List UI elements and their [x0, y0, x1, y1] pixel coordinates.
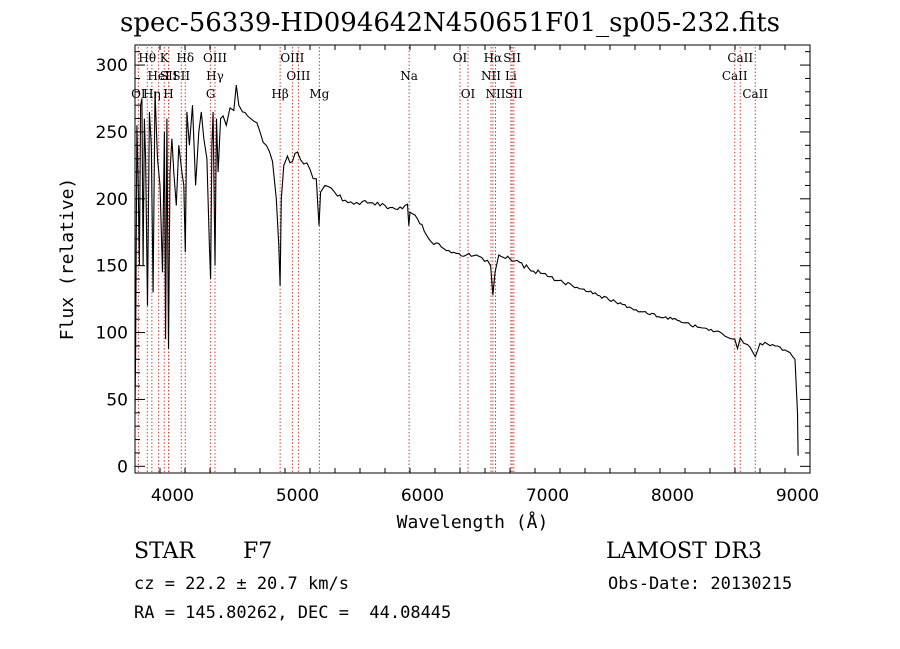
line-label: CaII [742, 87, 768, 101]
survey-label: LAMOST DR3 [606, 539, 762, 564]
coordinates: RA = 145.80262, DEC = 44.08445 [134, 603, 452, 623]
line-label: Hβ [271, 87, 288, 101]
x-tick-label: 5000 [276, 486, 319, 506]
line-label: CaII [722, 69, 748, 83]
cz-value: cz = 22.2 ± 20.7 km/s [134, 574, 349, 594]
y-tick-label: 200 [96, 190, 128, 210]
chart-title: spec-56339-HD094642N450651F01_sp05-232.f… [120, 8, 780, 38]
spectrum-line [134, 85, 799, 456]
line-label: SII [503, 51, 521, 65]
y-axis-label: Flux (relative) [57, 178, 78, 341]
y-tick-label: 50 [106, 390, 128, 410]
y-tick-label: 100 [96, 324, 128, 344]
x-tick-label: 6000 [401, 486, 444, 506]
line-label: OIII [286, 69, 310, 83]
line-label: Na [400, 69, 418, 83]
line-label: HeI [147, 69, 170, 83]
line-label: Mg [309, 87, 329, 101]
line-label: NII [481, 69, 501, 83]
line-label: Hθ [138, 51, 156, 65]
plot-frame [134, 44, 811, 474]
line-label: H [163, 87, 173, 101]
line-label: CaII [727, 51, 753, 65]
x-axis-label: Wavelength (Å) [397, 511, 549, 533]
obs-date: Obs-Date: 20130215 [608, 574, 793, 594]
x-tick-label: 9000 [776, 486, 819, 506]
line-label: OI [461, 87, 476, 101]
line-label: Hα [484, 51, 503, 65]
x-tick-label: 4000 [151, 486, 194, 506]
line-label: Hη [143, 87, 161, 101]
x-tick-label: 7000 [526, 486, 569, 506]
line-label: SII [505, 87, 523, 101]
y-tick-label: 0 [117, 457, 128, 477]
y-tick-label: 150 [96, 257, 128, 277]
y-tick-label: 300 [96, 56, 128, 76]
line-label: Hδ [176, 51, 194, 65]
y-tick-label: 250 [96, 123, 128, 143]
line-label: NII [486, 87, 506, 101]
line-label: OI [453, 51, 468, 65]
line-label: Li [505, 69, 517, 83]
line-label: G [206, 87, 216, 101]
x-tick-label: 8000 [651, 486, 694, 506]
line-label: SII [160, 69, 178, 83]
object-type: STAR [134, 539, 195, 564]
line-label: OIII [203, 51, 227, 65]
line-label: SII [172, 69, 190, 83]
line-label: K [160, 51, 170, 65]
line-label: OIII [280, 51, 304, 65]
subclass: F7 [243, 539, 273, 564]
line-label: Hγ [206, 69, 224, 83]
line-label: OI [131, 87, 146, 101]
